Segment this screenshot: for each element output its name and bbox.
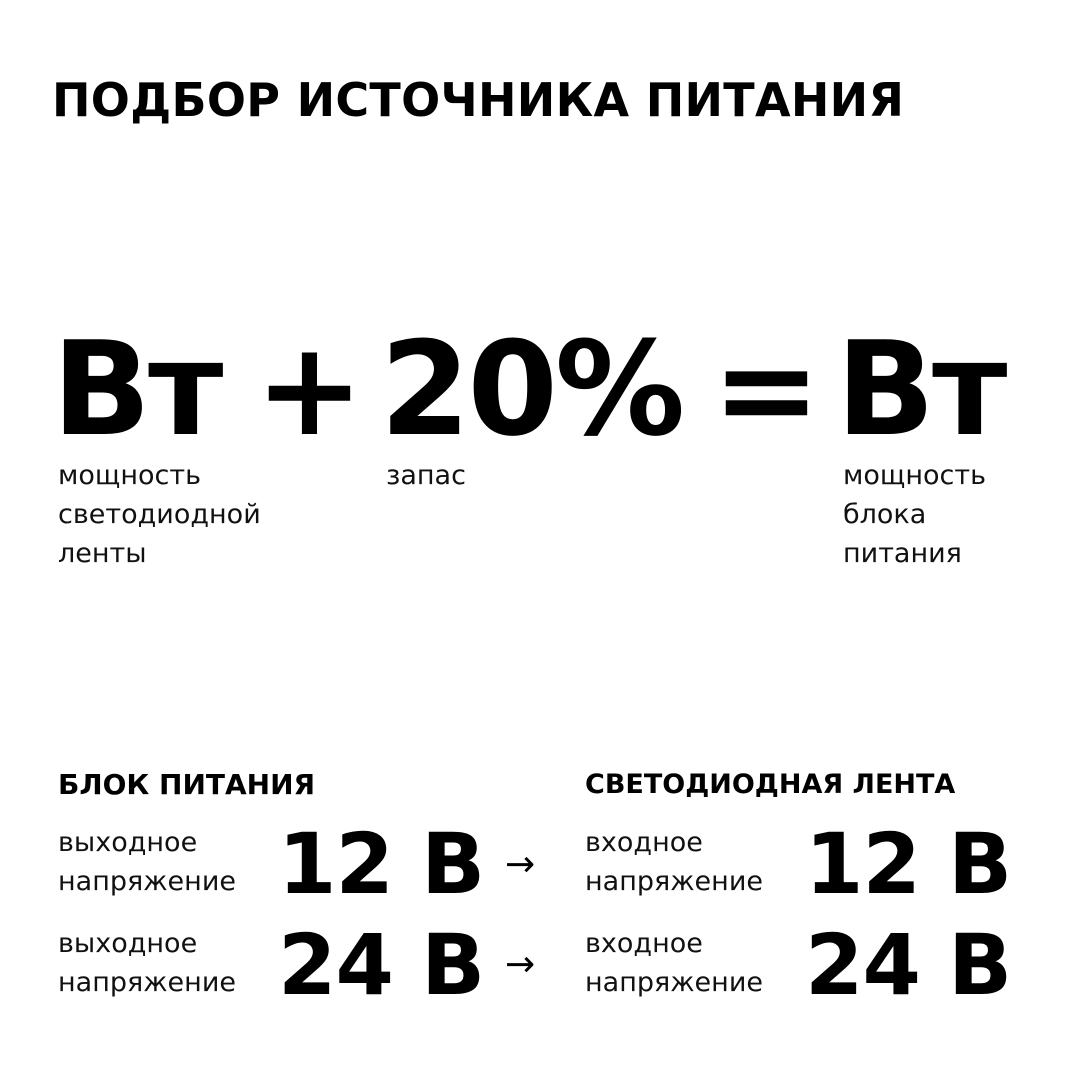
output-voltage-value: 12 В xyxy=(278,815,485,913)
label-line: выходное xyxy=(58,827,198,858)
label-line: питания xyxy=(843,538,962,569)
power-supply-watts: Вт xyxy=(836,313,1007,465)
label-line: мощность xyxy=(58,460,201,491)
power-supply-heading: БЛОК ПИТАНИЯ xyxy=(58,768,316,801)
label-line: светодиодной xyxy=(58,499,261,530)
output-voltage-label: выходное напряжение xyxy=(58,924,236,1002)
label-line: напряжение xyxy=(58,967,236,998)
led-strip-watts: Вт xyxy=(52,313,223,465)
label-line: запас xyxy=(386,460,466,491)
label-line: блока xyxy=(843,499,927,530)
label-line: напряжение xyxy=(585,866,763,897)
label-line: входное xyxy=(585,827,703,858)
input-voltage-label: входное напряжение xyxy=(585,823,763,901)
plus-sign: + xyxy=(255,313,364,465)
reserve-label: запас xyxy=(386,456,466,495)
label-line: напряжение xyxy=(585,967,763,998)
page-title: ПОДБОР ИСТОЧНИКА ПИТАНИЯ xyxy=(52,73,905,127)
label-line: напряжение xyxy=(58,866,236,897)
equals-sign: = xyxy=(712,313,821,465)
input-voltage-label: входное напряжение xyxy=(585,924,763,1002)
input-voltage-value: 12 В xyxy=(805,815,1012,913)
output-voltage-value: 24 В xyxy=(278,916,485,1014)
label-line: мощность xyxy=(843,460,986,491)
led-strip-power-label: мощность светодиодной ленты xyxy=(58,456,261,573)
reserve-percent: 20% xyxy=(380,313,685,465)
input-voltage-value: 24 В xyxy=(805,916,1012,1014)
output-voltage-label: выходное напряжение xyxy=(58,823,236,901)
label-line: выходное xyxy=(58,928,198,959)
power-supply-power-label: мощность блока питания xyxy=(843,456,986,573)
right-arrow-icon: → xyxy=(505,944,536,985)
label-line: ленты xyxy=(58,538,147,569)
led-strip-heading: СВЕТОДИОДНАЯ ЛЕНТА xyxy=(585,769,956,800)
label-line: входное xyxy=(585,928,703,959)
right-arrow-icon: → xyxy=(505,844,536,885)
